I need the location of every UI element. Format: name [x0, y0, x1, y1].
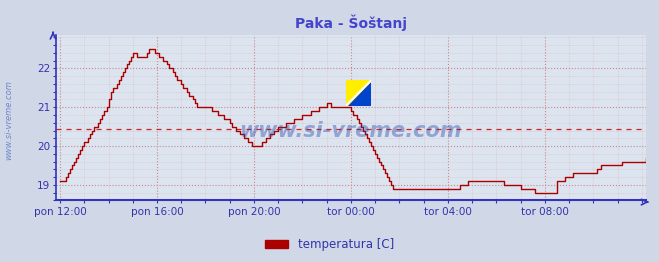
- Text: www.si-vreme.com: www.si-vreme.com: [4, 81, 13, 160]
- Polygon shape: [346, 80, 371, 106]
- Title: Paka - Šoštanj: Paka - Šoštanj: [295, 15, 407, 31]
- Legend: temperatura [C]: temperatura [C]: [260, 234, 399, 256]
- Polygon shape: [346, 80, 371, 106]
- Text: www.si-vreme.com: www.si-vreme.com: [240, 121, 462, 141]
